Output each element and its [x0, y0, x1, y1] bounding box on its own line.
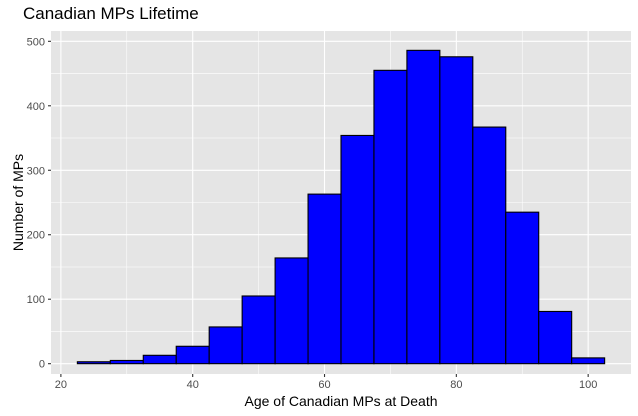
- y-axis-title: Number of MPs: [10, 154, 26, 251]
- y-tick-label: 300: [27, 165, 45, 177]
- y-tick-label: 200: [27, 230, 45, 242]
- histogram-bars: [76, 49, 606, 365]
- histogram-bar: [472, 126, 507, 365]
- histogram-bar: [307, 193, 342, 365]
- histogram-bar: [340, 134, 375, 365]
- y-tick-label: 100: [27, 294, 45, 306]
- x-tick-label: 40: [187, 379, 199, 391]
- chart-title: Canadian MPs Lifetime: [23, 4, 199, 23]
- x-tick-label: 80: [450, 379, 462, 391]
- histogram-bar: [274, 257, 309, 365]
- histogram-bar: [109, 359, 144, 365]
- x-tick-label: 100: [579, 379, 597, 391]
- histogram-bar: [439, 56, 474, 365]
- histogram-bar: [175, 345, 210, 365]
- y-tick-label: 400: [27, 101, 45, 113]
- histogram-bar: [538, 310, 573, 365]
- x-tick-label: 20: [55, 379, 67, 391]
- histogram-bar: [373, 69, 408, 365]
- histogram-bar: [406, 49, 441, 365]
- histogram-bar: [76, 361, 111, 365]
- x-tick-label: 60: [318, 379, 330, 391]
- histogram-bar: [571, 357, 606, 365]
- histogram-bar: [142, 354, 177, 365]
- y-tick-label: 500: [27, 36, 45, 48]
- y-tick-label: 0: [39, 359, 45, 371]
- histogram-bar: [208, 326, 243, 365]
- histogram-bar: [505, 211, 540, 365]
- histogram-bar: [241, 295, 276, 365]
- axis-tick-labels: 20 40 60 80 100 0 100 200 300 400 500: [27, 36, 598, 391]
- axis-ticks: [48, 40, 589, 377]
- x-axis-title: Age of Canadian MPs at Death: [244, 393, 437, 409]
